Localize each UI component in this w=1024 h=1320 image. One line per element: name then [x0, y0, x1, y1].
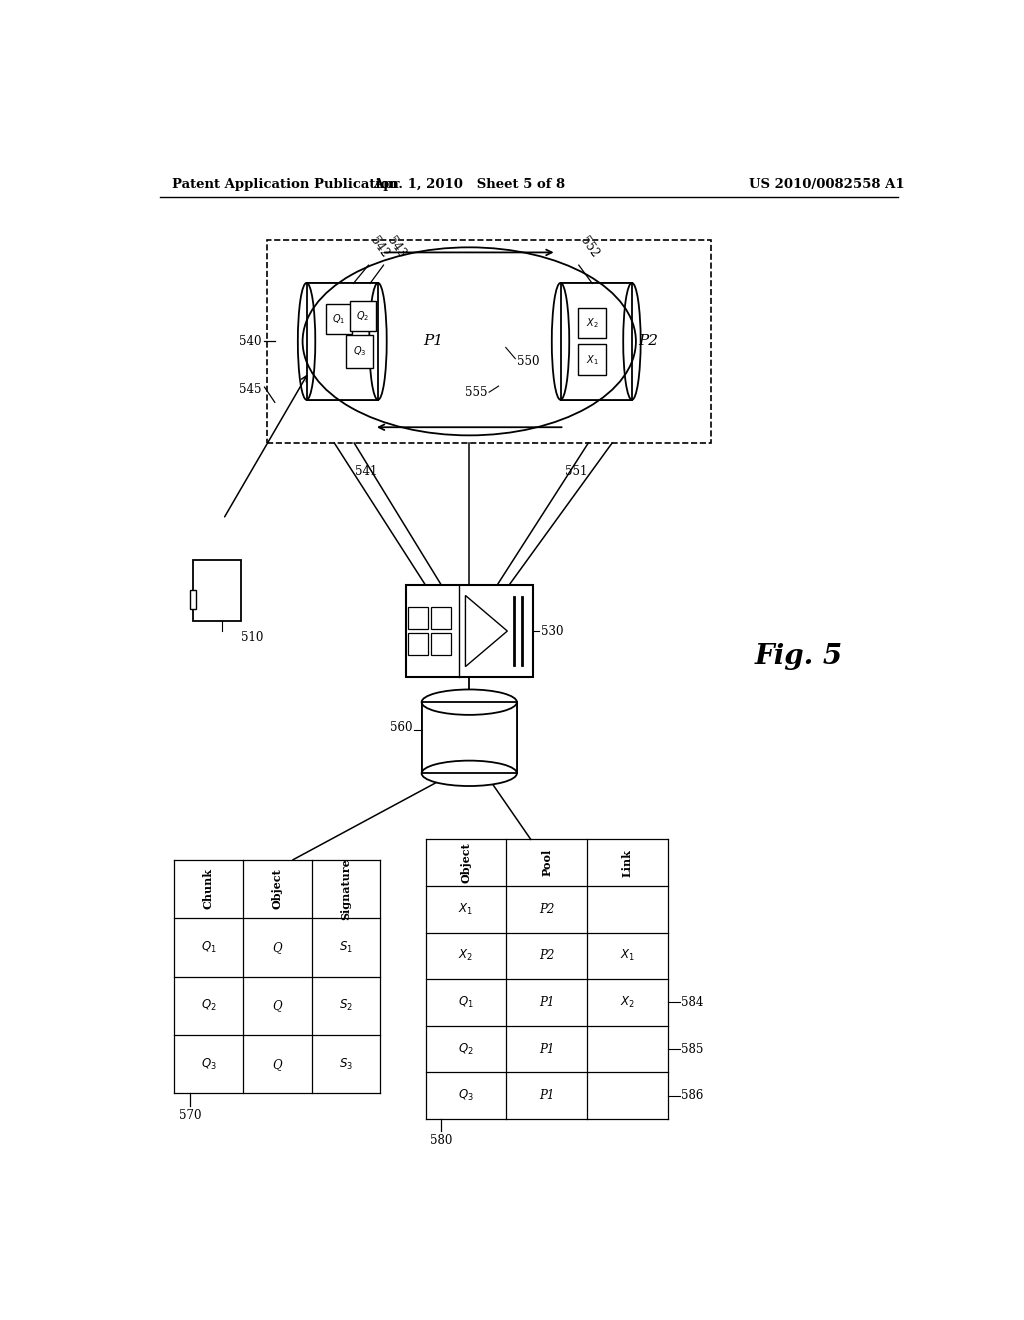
Bar — [422, 702, 517, 774]
Text: $Q_3$: $Q_3$ — [353, 345, 367, 359]
Text: Chunk: Chunk — [203, 869, 214, 909]
Text: $X_2$: $X_2$ — [620, 995, 635, 1010]
Text: $Q_3$: $Q_3$ — [201, 1057, 216, 1072]
Text: P1: P1 — [539, 1089, 554, 1102]
Bar — [431, 607, 451, 630]
Text: Patent Application Publication: Patent Application Publication — [172, 178, 398, 191]
Bar — [346, 335, 373, 368]
Bar — [408, 607, 428, 630]
Bar — [422, 702, 517, 774]
Bar — [422, 702, 517, 774]
Bar — [560, 282, 632, 400]
Bar — [579, 308, 606, 338]
Ellipse shape — [422, 760, 517, 785]
Bar — [408, 634, 428, 656]
Bar — [579, 345, 606, 375]
Text: Apr. 1, 2010   Sheet 5 of 8: Apr. 1, 2010 Sheet 5 of 8 — [373, 178, 565, 191]
Text: Q: Q — [272, 999, 282, 1012]
Text: Q: Q — [210, 581, 224, 599]
Text: 580: 580 — [430, 1134, 453, 1147]
Text: $Q_2$: $Q_2$ — [356, 309, 370, 323]
Text: P1: P1 — [424, 334, 443, 348]
Text: 542: 542 — [368, 234, 391, 260]
Text: $Q_2$: $Q_2$ — [201, 998, 216, 1014]
Bar — [350, 301, 376, 331]
Text: P2: P2 — [539, 949, 554, 962]
Polygon shape — [466, 595, 507, 667]
Text: P1: P1 — [539, 1043, 554, 1056]
Text: 551: 551 — [565, 466, 588, 478]
Text: 560: 560 — [389, 721, 412, 734]
Text: P2: P2 — [539, 903, 554, 916]
Ellipse shape — [298, 282, 315, 400]
Ellipse shape — [370, 282, 387, 400]
Bar — [306, 282, 378, 400]
Bar — [560, 282, 632, 400]
Text: $S_2$: $S_2$ — [339, 998, 353, 1014]
Text: US 2010/0082558 A1: US 2010/0082558 A1 — [749, 178, 904, 191]
Text: Object: Object — [271, 869, 283, 909]
Ellipse shape — [422, 689, 517, 715]
Text: 552: 552 — [578, 234, 601, 260]
Bar — [189, 590, 197, 609]
Text: 586: 586 — [681, 1089, 703, 1102]
Text: 530: 530 — [541, 624, 563, 638]
Bar — [327, 304, 352, 334]
Bar — [431, 634, 451, 656]
Bar — [194, 560, 241, 620]
Bar — [560, 282, 632, 400]
Text: Link: Link — [622, 849, 633, 876]
Text: P1: P1 — [539, 995, 554, 1008]
Text: Q: Q — [272, 1057, 282, 1071]
Text: $Q_1$: $Q_1$ — [201, 940, 216, 954]
Text: P2: P2 — [638, 334, 657, 348]
Ellipse shape — [624, 282, 641, 400]
Text: $S_3$: $S_3$ — [339, 1057, 353, 1072]
Text: $Q_1$: $Q_1$ — [458, 995, 474, 1010]
Text: $Q_3$: $Q_3$ — [458, 1088, 474, 1104]
Bar — [306, 282, 378, 400]
Text: 540: 540 — [239, 335, 261, 348]
Text: $X_2$: $X_2$ — [586, 317, 599, 330]
Bar — [306, 282, 378, 400]
Text: $X_1$: $X_1$ — [459, 902, 473, 917]
Text: $X_1$: $X_1$ — [620, 948, 635, 964]
Text: Object: Object — [461, 842, 471, 883]
Text: 570: 570 — [178, 1109, 201, 1122]
Text: 584: 584 — [681, 995, 703, 1008]
Text: Pool: Pool — [541, 849, 552, 876]
Text: 510: 510 — [241, 631, 263, 644]
Text: 585: 585 — [681, 1043, 703, 1056]
Text: Signature: Signature — [340, 858, 351, 920]
Bar — [406, 585, 532, 677]
Text: 545: 545 — [239, 383, 261, 396]
Text: 550: 550 — [517, 355, 540, 368]
Text: $X_2$: $X_2$ — [459, 948, 473, 964]
Text: Fig. 5: Fig. 5 — [755, 643, 843, 671]
Text: 541: 541 — [355, 466, 377, 478]
Text: $S_1$: $S_1$ — [339, 940, 353, 954]
Text: 543: 543 — [384, 234, 408, 260]
Text: 555: 555 — [465, 385, 487, 399]
Text: $X_1$: $X_1$ — [586, 352, 599, 367]
Ellipse shape — [552, 282, 569, 400]
Bar — [267, 240, 712, 444]
Text: Q: Q — [272, 941, 282, 954]
Text: $Q_1$: $Q_1$ — [333, 312, 346, 326]
Text: $Q_2$: $Q_2$ — [458, 1041, 474, 1056]
